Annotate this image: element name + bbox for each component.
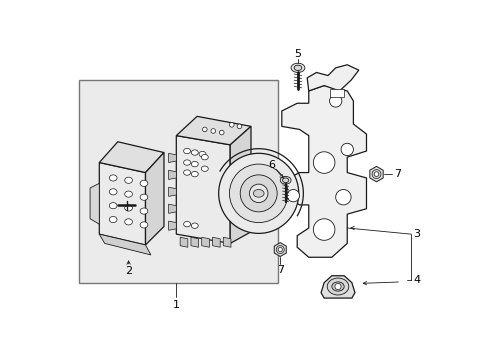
Ellipse shape — [331, 282, 344, 291]
Circle shape — [335, 189, 350, 205]
Ellipse shape — [183, 160, 190, 165]
Circle shape — [313, 219, 334, 240]
Text: 7: 7 — [276, 265, 283, 275]
Ellipse shape — [140, 222, 147, 228]
Ellipse shape — [109, 203, 117, 209]
Ellipse shape — [140, 208, 147, 214]
Circle shape — [286, 189, 299, 202]
Ellipse shape — [326, 278, 348, 295]
Polygon shape — [168, 153, 176, 163]
Text: 5: 5 — [294, 49, 301, 59]
Ellipse shape — [183, 170, 190, 175]
Polygon shape — [176, 136, 230, 243]
Text: 1: 1 — [172, 300, 180, 310]
Ellipse shape — [253, 189, 264, 197]
Ellipse shape — [282, 178, 288, 183]
Polygon shape — [168, 204, 176, 213]
Polygon shape — [281, 86, 366, 257]
Circle shape — [240, 175, 277, 212]
Circle shape — [313, 152, 334, 173]
Circle shape — [278, 247, 282, 252]
Circle shape — [334, 283, 341, 289]
Ellipse shape — [109, 189, 117, 195]
Polygon shape — [369, 166, 383, 182]
Ellipse shape — [191, 161, 198, 167]
Polygon shape — [168, 187, 176, 197]
Circle shape — [229, 164, 287, 222]
Circle shape — [249, 184, 267, 203]
Polygon shape — [90, 183, 99, 224]
Ellipse shape — [201, 166, 208, 171]
Text: 2: 2 — [125, 266, 132, 276]
Polygon shape — [180, 237, 187, 247]
Polygon shape — [99, 163, 145, 245]
Bar — [329, 89, 344, 97]
Circle shape — [276, 246, 284, 253]
Circle shape — [237, 124, 241, 129]
Polygon shape — [176, 116, 250, 145]
Ellipse shape — [109, 216, 117, 222]
Polygon shape — [306, 65, 358, 91]
Ellipse shape — [191, 223, 198, 228]
Ellipse shape — [191, 150, 198, 155]
Polygon shape — [202, 237, 209, 247]
Polygon shape — [212, 237, 220, 247]
Ellipse shape — [183, 148, 190, 154]
Ellipse shape — [280, 176, 290, 184]
Ellipse shape — [293, 65, 301, 71]
Polygon shape — [99, 234, 151, 255]
Circle shape — [373, 172, 378, 176]
Polygon shape — [321, 276, 354, 298]
Circle shape — [218, 153, 298, 233]
Ellipse shape — [109, 175, 117, 181]
Circle shape — [210, 129, 215, 133]
Ellipse shape — [199, 152, 205, 157]
Ellipse shape — [140, 180, 147, 186]
Text: 4: 4 — [412, 275, 419, 285]
Ellipse shape — [124, 177, 132, 183]
Ellipse shape — [290, 63, 305, 72]
Circle shape — [219, 130, 224, 135]
Text: 6: 6 — [268, 160, 275, 170]
Polygon shape — [223, 237, 230, 247]
Bar — [79, 80, 277, 283]
Ellipse shape — [183, 221, 190, 227]
Ellipse shape — [191, 171, 198, 177]
Polygon shape — [274, 243, 285, 256]
Text: 7: 7 — [393, 169, 400, 179]
Circle shape — [202, 127, 207, 132]
Circle shape — [341, 143, 353, 156]
Polygon shape — [230, 126, 250, 243]
Circle shape — [371, 170, 380, 179]
Ellipse shape — [201, 154, 208, 160]
Polygon shape — [190, 237, 198, 247]
Ellipse shape — [140, 194, 147, 200]
Circle shape — [329, 95, 341, 107]
Polygon shape — [168, 221, 176, 230]
Ellipse shape — [124, 205, 132, 211]
Ellipse shape — [124, 191, 132, 197]
Ellipse shape — [124, 219, 132, 225]
Polygon shape — [168, 170, 176, 180]
Polygon shape — [145, 153, 163, 245]
Circle shape — [229, 122, 234, 127]
Polygon shape — [99, 142, 163, 172]
Text: 3: 3 — [412, 229, 419, 239]
